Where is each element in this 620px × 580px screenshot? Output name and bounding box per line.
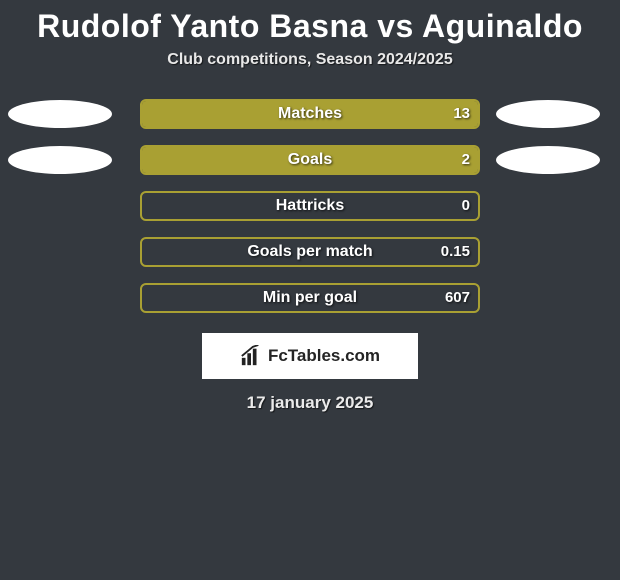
title-vs: vs — [377, 8, 414, 44]
stat-label: Min per goal — [142, 285, 478, 311]
stat-bar-track: Hattricks0 — [140, 191, 480, 221]
stat-bar-track: Goals2 — [140, 145, 480, 175]
stat-value-right: 2 — [462, 147, 470, 173]
stat-bar-track: Min per goal607 — [140, 283, 480, 313]
stat-value-right: 607 — [445, 285, 470, 311]
generation-date: 17 january 2025 — [0, 379, 620, 413]
stat-value-right: 13 — [453, 101, 470, 127]
stat-bar-track: Goals per match0.15 — [140, 237, 480, 267]
player2-ellipse — [496, 100, 600, 128]
stat-label: Matches — [142, 101, 478, 127]
bar-chart-icon — [240, 345, 262, 367]
player1-ellipse — [8, 146, 112, 174]
branding-text: FcTables.com — [268, 346, 380, 366]
branding-box: FcTables.com — [202, 333, 418, 379]
stat-row: Hattricks0 — [0, 183, 620, 229]
stat-row: Goals2 — [0, 137, 620, 183]
title-player2: Aguinaldo — [422, 8, 583, 44]
player2-ellipse — [496, 146, 600, 174]
player1-ellipse — [8, 100, 112, 128]
comparison-title: Rudolof Yanto Basna vs Aguinaldo — [0, 0, 620, 51]
stat-row: Min per goal607 — [0, 275, 620, 321]
stat-row: Matches13 — [0, 91, 620, 137]
stat-label: Goals — [142, 147, 478, 173]
stat-row: Goals per match0.15 — [0, 229, 620, 275]
stat-label: Goals per match — [142, 239, 478, 265]
subtitle: Club competitions, Season 2024/2025 — [0, 51, 620, 91]
stat-bar-track: Matches13 — [140, 99, 480, 129]
stats-area: Matches13 Goals2 Hattricks0 Goals per match… — [0, 91, 620, 321]
infographic-root: Rudolof Yanto Basna vs Aguinaldo Club co… — [0, 0, 620, 413]
stat-value-right: 0 — [462, 193, 470, 219]
stat-label: Hattricks — [142, 193, 478, 219]
stat-value-right: 0.15 — [441, 239, 470, 265]
title-player1: Rudolof Yanto Basna — [37, 8, 368, 44]
